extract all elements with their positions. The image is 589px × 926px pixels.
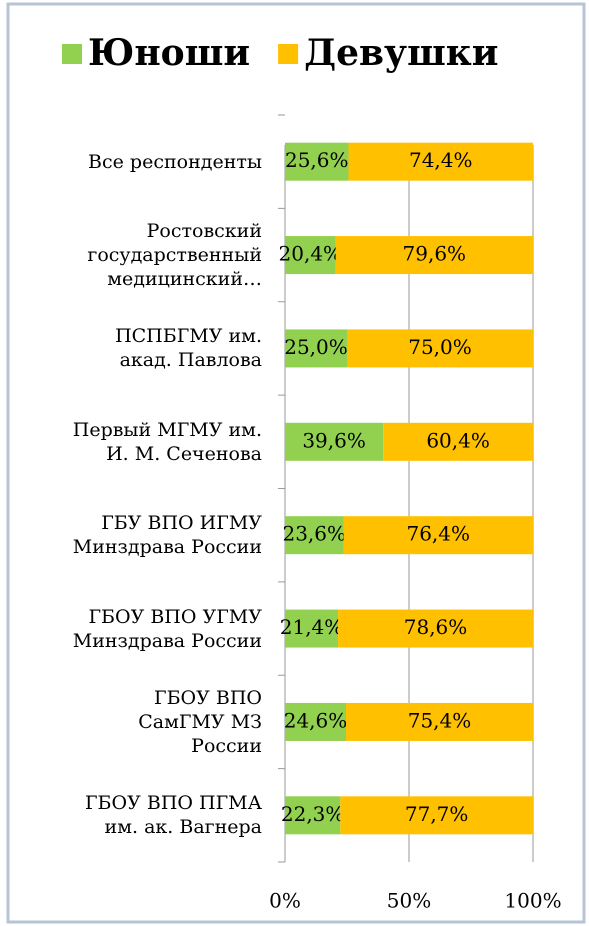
bar-segment [285, 516, 344, 555]
y-tick-label: ГБОУ ВПО УГМУ Минздрава России [72, 605, 262, 652]
bar-segment [285, 142, 349, 181]
y-tick-label: ПСПБГМУ им. акад. Павлова [115, 325, 262, 372]
y-tick-label: Первый МГМУ им. И. М. Сеченова [72, 418, 262, 465]
y-tick-label: ГБОУ ВПО СамГМУ МЗ России [138, 686, 262, 757]
data-label: 25,0% [284, 335, 348, 359]
bar-segment [348, 142, 533, 181]
bar-segment [338, 609, 533, 648]
legend-label: Девушки [304, 32, 498, 74]
bar-segment [343, 516, 533, 555]
bar-segment [285, 422, 384, 461]
data-label: 23,6% [282, 522, 346, 546]
data-label: 77,7% [405, 802, 469, 826]
data-label: 79,6% [403, 242, 467, 266]
bar-segment [285, 796, 341, 835]
bar-segment [285, 236, 336, 275]
y-tick-label: Все респонденты [88, 150, 262, 173]
data-label: 20,4% [279, 242, 343, 266]
bar-segment [383, 422, 533, 461]
data-label: 39,6% [302, 428, 366, 452]
frame [6, 2, 586, 924]
y-tick-label: ГБОУ ВПО ПГМА им. ак. Вагнера [84, 792, 262, 839]
bar-segment [285, 609, 339, 648]
x-tick-label: 100% [504, 889, 561, 913]
data-label: 21,4% [280, 615, 344, 639]
bar-segment [285, 329, 347, 368]
data-label: 74,4% [409, 148, 473, 172]
bar-segment [346, 702, 533, 741]
data-label: 60,4% [426, 428, 490, 452]
x-tick-label: 0% [269, 889, 301, 913]
bar-segment [335, 236, 533, 275]
data-label: 76,4% [406, 522, 470, 546]
data-label: 78,6% [404, 615, 468, 639]
legend-swatch [278, 44, 299, 64]
bar-segment [347, 329, 533, 368]
data-label: 75,0% [408, 335, 472, 359]
x-tick-label: 50% [387, 889, 431, 913]
bar-segment [285, 702, 347, 741]
y-tick-label: Ростовский государственный медицинский… [87, 220, 262, 291]
data-label: 75,4% [408, 708, 472, 732]
legend-swatch [62, 44, 82, 64]
data-label: 25,6% [285, 148, 349, 172]
data-label: 24,6% [284, 708, 348, 732]
bar-segment [340, 796, 533, 835]
data-label: 22,3% [281, 802, 345, 826]
y-tick-label: ГБУ ВПО ИГМУ Минздрава России [72, 512, 262, 559]
legend-label: Юноши [88, 32, 250, 74]
